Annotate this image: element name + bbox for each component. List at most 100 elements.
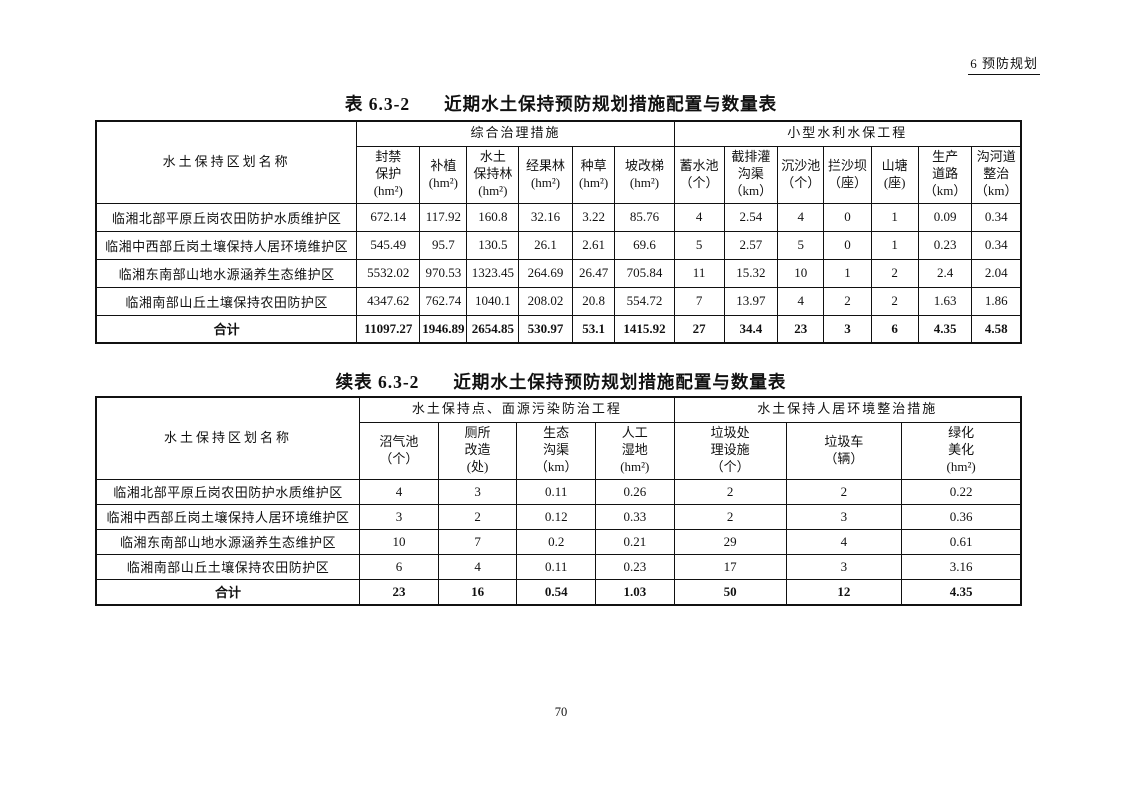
cell: 17 [673, 553, 787, 580]
cell: 5 [673, 230, 725, 260]
cell: 2.61 [571, 230, 616, 260]
cell: 20.8 [571, 286, 616, 316]
table1-group2-header: 小型水利水保工程 [673, 120, 1022, 147]
cell: 5532.02 [356, 258, 421, 288]
table2-column-header-row: 沼气池 （个） 厕所 改造 (处) 生态 沟渠 （km） 人工 湿地 (hm²)… [96, 421, 1022, 480]
col-header: 厕所 改造 (处) [437, 421, 518, 480]
cell: 3.22 [571, 202, 616, 232]
total-cell: 12 [785, 578, 903, 606]
cell: 7 [437, 528, 518, 555]
total-cell: 53.1 [571, 314, 616, 344]
cell: 4 [777, 286, 825, 316]
total-cell: 23 [777, 314, 825, 344]
cell: 0.34 [971, 230, 1022, 260]
running-header: 6 预防规划 [968, 53, 1040, 75]
table2-group1-header: 水土保持点、面源污染防治工程 [359, 396, 675, 423]
total-cell: 1.03 [595, 578, 675, 606]
cell: 26.47 [571, 258, 616, 288]
region-name: 临湘中西部丘岗土壤保持人居环境维护区 [95, 503, 361, 530]
col-header: 截排灌 沟渠 （km） [723, 145, 779, 204]
col-header: 补植 (hm²) [419, 145, 468, 204]
region-name: 临湘东南部山地水源涵养生态维护区 [95, 258, 358, 288]
cell: 0.61 [901, 528, 1022, 555]
col-header: 坡改梯 (hm²) [614, 145, 675, 204]
table-row: 临湘南部山丘土壤保持农田防护区 6 4 0.11 0.23 17 3 3.16 [95, 553, 1022, 580]
col-header: 垃圾处 理设施 （个） [673, 421, 787, 480]
total-cell: 1415.92 [614, 314, 675, 344]
region-name: 临湘南部山丘土壤保持农田防护区 [95, 286, 358, 316]
table1-group1-header: 综合治理措施 [356, 120, 675, 147]
cell: 4 [359, 478, 439, 505]
cell: 2 [437, 503, 518, 530]
cell: 3 [359, 503, 439, 530]
cell: 0.23 [595, 553, 675, 580]
cell: 0.11 [516, 478, 596, 505]
table2-title-label: 续表 6.3-2 [335, 372, 420, 392]
cell: 3 [785, 503, 903, 530]
cell: 85.76 [614, 202, 675, 232]
table1-total-row: 合计 11097.27 1946.89 2654.85 530.97 53.1 … [95, 314, 1022, 344]
cell: 2 [870, 258, 919, 288]
cell: 7 [673, 286, 725, 316]
total-label: 合计 [95, 578, 361, 606]
total-cell: 23 [359, 578, 439, 606]
col-header: 绿化 美化 (hm²) [901, 421, 1022, 480]
cell: 762.74 [419, 286, 468, 316]
table-measures-1: 水土保持区划名称 综合治理措施 小型水利水保工程 封禁 保护 (hm²) 补植 … [95, 120, 1022, 344]
cell: 4 [673, 202, 725, 232]
cell: 0.23 [917, 230, 973, 260]
table1-title-text: 近期水土保持预防规划措施配置与数量表 [444, 94, 778, 114]
cell: 10 [777, 258, 825, 288]
cell: 10 [359, 528, 439, 555]
cell: 264.69 [518, 258, 573, 288]
cell: 1 [823, 258, 872, 288]
cell: 1 [870, 202, 919, 232]
table-row: 临湘中西部丘岗土壤保持人居环境维护区 3 2 0.12 0.33 2 3 0.3… [95, 503, 1022, 530]
total-cell: 50 [673, 578, 787, 606]
table-row: 临湘东南部山地水源涵养生态维护区 5532.02 970.53 1323.45 … [95, 258, 1022, 288]
table2-total-row: 合计 23 16 0.54 1.03 50 12 4.35 [95, 578, 1022, 606]
cell: 1040.1 [466, 286, 520, 316]
cell: 2.57 [723, 230, 779, 260]
cell: 3.16 [901, 553, 1022, 580]
cell: 0.11 [516, 553, 596, 580]
cell: 1.63 [917, 286, 973, 316]
cell: 1.86 [971, 286, 1022, 316]
cell: 2.4 [917, 258, 973, 288]
cell: 0.22 [901, 478, 1022, 505]
cell: 5 [777, 230, 825, 260]
col-header: 水土 保持林 (hm²) [466, 145, 520, 204]
cell: 0 [823, 230, 872, 260]
total-label: 合计 [95, 314, 358, 344]
region-name: 临湘东南部山地水源涵养生态维护区 [95, 528, 361, 555]
cell: 117.92 [419, 202, 468, 232]
total-cell: 4.35 [917, 314, 973, 344]
cell: 69.6 [614, 230, 675, 260]
page-number: 70 [554, 705, 568, 719]
total-cell: 530.97 [518, 314, 573, 344]
cell: 2 [673, 478, 787, 505]
total-cell: 3 [823, 314, 872, 344]
table1-title-label: 表 6.3-2 [344, 94, 411, 114]
col-header: 沟河道 整治 （km） [971, 145, 1022, 204]
col-header: 种草 (hm²) [571, 145, 616, 204]
table2-group2-header: 水土保持人居环境整治措施 [673, 396, 1022, 423]
cell: 0.36 [901, 503, 1022, 530]
table1-corner-header: 水土保持区划名称 [95, 120, 358, 204]
total-cell: 4.35 [901, 578, 1022, 606]
table-measures-2: 水土保持区划名称 水土保持点、面源污染防治工程 水土保持人居环境整治措施 沼气池… [95, 396, 1022, 606]
cell: 545.49 [356, 230, 421, 260]
cell: 2 [823, 286, 872, 316]
cell: 2 [785, 478, 903, 505]
col-header: 生态 沟渠 （km） [516, 421, 596, 480]
region-name: 临湘北部平原丘岗农田防护水质维护区 [95, 202, 358, 232]
col-header: 生产 道路 （km） [917, 145, 973, 204]
cell: 2 [673, 503, 787, 530]
table-row: 临湘北部平原丘岗农田防护水质维护区 4 3 0.11 0.26 2 2 0.22 [95, 478, 1022, 505]
cell: 0.34 [971, 202, 1022, 232]
table1-title: 表 6.3-2 近期水土保持预防规划措施配置与数量表 [0, 91, 1122, 116]
total-cell: 4.58 [971, 314, 1022, 344]
cell: 32.16 [518, 202, 573, 232]
total-cell: 0.54 [516, 578, 596, 606]
